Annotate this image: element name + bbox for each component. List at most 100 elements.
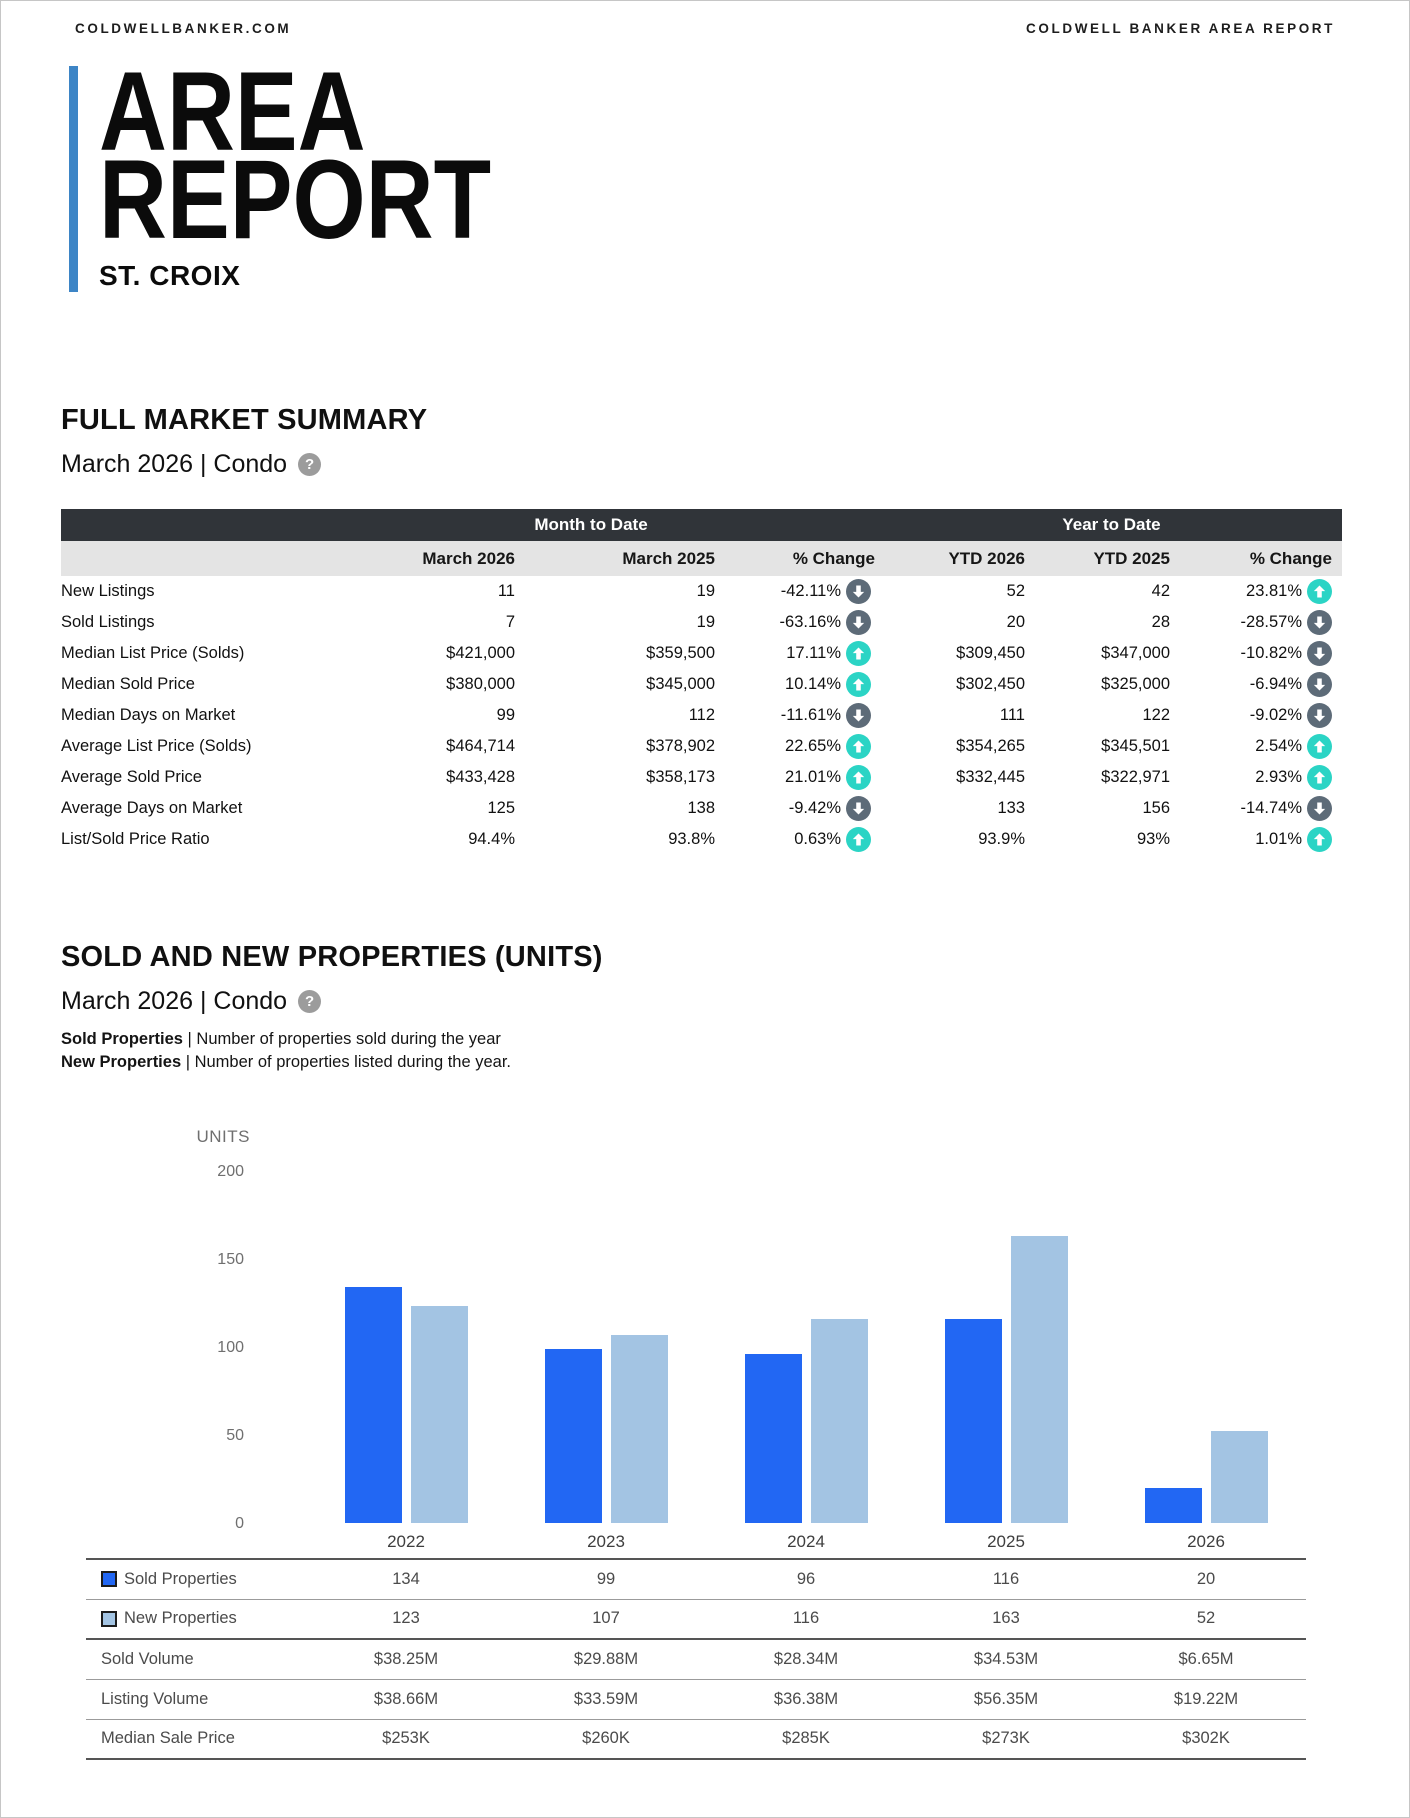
metric-mtd-current: 125 — [487, 799, 515, 817]
x-axis-label: 2026 — [1187, 1531, 1225, 1551]
group-header-ytd: Year to Date — [1062, 515, 1161, 534]
metric-ytd-current: $309,450 — [956, 644, 1025, 662]
mtd-change-cell: 17.11% — [721, 641, 881, 666]
legend-series-name: Sold Properties — [124, 1569, 237, 1588]
area-name: ST. CROIX — [99, 260, 241, 291]
help-icon[interactable]: ? — [298, 453, 322, 476]
bar-group-2024 — [706, 1171, 906, 1523]
arrow-up-icon — [846, 641, 871, 666]
chart-plot-wrap: UNITS 0 50 100 150 200 — [86, 1127, 1306, 1532]
stat-value: $38.25M — [373, 1649, 439, 1668]
metric-mtd-previous: 19 — [696, 582, 715, 600]
arrow-up-icon — [846, 765, 871, 790]
stat-label: Sold Volume — [101, 1649, 194, 1668]
change-value: -9.42% — [788, 799, 841, 817]
help-icon[interactable]: ? — [298, 990, 322, 1013]
metric-ytd-current: 111 — [999, 706, 1025, 724]
mtd-change-cell: -9.42% — [721, 796, 881, 821]
summary-table-body: New Listings 11 19 -42.11% 52 42 23.81% Sold Li… — [61, 576, 1342, 855]
series-definition: | Number of properties listed during the… — [181, 1053, 511, 1072]
summary-row: Average List Price (Solds) $464,714 $378,9… — [61, 731, 1342, 762]
metric-mtd-previous: $359,500 — [646, 644, 715, 662]
series-value: 134 — [392, 1569, 420, 1588]
series-value: 107 — [592, 1609, 620, 1628]
col-header-march-2025: March 2025 — [622, 548, 715, 568]
metric-ytd-current: $302,450 — [956, 675, 1025, 693]
summary-row: Sold Listings 7 19 -63.16% 20 28 -28.57% — [61, 607, 1342, 638]
x-axis-label: 2022 — [387, 1531, 425, 1551]
metric-mtd-current: 94.4% — [468, 830, 515, 848]
summary-row: Median Sold Price $380,000 $345,000 10.14% $… — [61, 669, 1342, 700]
metric-mtd-current: $464,714 — [446, 737, 515, 755]
metric-mtd-previous: $345,000 — [646, 675, 715, 693]
arrow-down-icon — [1307, 641, 1332, 666]
sold-bar-2024 — [744, 1353, 802, 1523]
arrow-down-icon — [1307, 703, 1332, 728]
legend-row: New Properties 123 107 116 163 52 — [86, 1600, 1306, 1640]
stat-value: $38.66M — [373, 1689, 439, 1708]
masthead-text: AREA REPORT ST. CROIX — [99, 56, 566, 292]
change-value: 10.14% — [785, 675, 841, 693]
change-value: -63.16% — [779, 613, 841, 631]
arrow-up-icon — [1307, 827, 1332, 852]
metric-mtd-previous: 112 — [688, 706, 715, 724]
ytd-change-cell: 2.93% — [1176, 765, 1342, 790]
summary-group-header-row: Month to Date Year to Date — [61, 509, 1342, 541]
series-description: Sold Properties | Number of properties s… — [61, 1028, 1409, 1051]
change-value: 22.65% — [785, 737, 841, 755]
stat-row: Sold Volume $38.25M $29.88M $28.34M $34.53M $… — [86, 1640, 1306, 1680]
legend-label: New Properties — [86, 1609, 306, 1628]
summary-period: March 2026 | Condo — [61, 450, 288, 478]
arrow-up-icon — [846, 672, 871, 697]
mtd-change-cell: -42.11% — [721, 579, 881, 604]
ytd-change-cell: -6.94% — [1176, 672, 1342, 697]
arrow-down-icon — [846, 703, 871, 728]
metric-mtd-previous: 19 — [696, 613, 715, 631]
full-market-summary-section: FULL MARKET SUMMARY March 2026 | Condo ?… — [61, 404, 1409, 855]
change-value: -42.11% — [780, 582, 841, 600]
series-term: Sold Properties — [61, 1030, 183, 1048]
metric-ytd-current: 52 — [1006, 582, 1025, 600]
legend-row: Sold Properties 134 99 96 116 20 — [86, 1560, 1306, 1600]
series-value: 116 — [992, 1569, 1020, 1588]
summary-row: Average Days on Market 125 138 -9.42% 133 156… — [61, 793, 1342, 824]
metric-label: Average List Price (Solds) — [61, 737, 252, 755]
change-value: 17.11% — [786, 644, 841, 662]
metric-ytd-previous: $347,000 — [1101, 644, 1170, 662]
summary-row: Median List Price (Solds) $421,000 $359,50… — [61, 638, 1342, 669]
mtd-change-cell: 10.14% — [721, 672, 881, 697]
properties-subheading: March 2026 | Condo ? — [61, 987, 1409, 1016]
metric-mtd-previous: 138 — [687, 799, 715, 817]
arrow-down-icon — [846, 610, 871, 635]
metric-ytd-current: 20 — [1006, 613, 1025, 631]
accent-bar — [69, 66, 78, 292]
masthead: AREA REPORT ST. CROIX — [69, 56, 1409, 292]
sold-new-properties-section: SOLD AND NEW PROPERTIES (UNITS) March 20… — [61, 941, 1409, 1075]
change-value: -14.74% — [1240, 799, 1302, 817]
metric-mtd-previous: 93.8% — [668, 830, 715, 848]
x-axis-labels: 2022 2023 2024 2025 2026 — [86, 1526, 1306, 1558]
metric-label: New Listings — [61, 582, 155, 600]
mtd-change-cell: 21.01% — [721, 765, 881, 790]
new-bar-2025 — [1010, 1235, 1068, 1523]
summary-row: Average Sold Price $433,428 $358,173 21.01%… — [61, 762, 1342, 793]
brand-url: COLDWELLBANKER.COM — [75, 21, 292, 36]
summary-row: New Listings 11 19 -42.11% 52 42 23.81% — [61, 576, 1342, 607]
sold-bar-2023 — [544, 1348, 602, 1523]
properties-period: March 2026 | Condo — [61, 987, 288, 1015]
stat-value: $302K — [1182, 1729, 1230, 1748]
stat-value: $56.35M — [973, 1689, 1039, 1708]
stat-value: $260K — [582, 1729, 630, 1748]
stat-value: $33.59M — [573, 1689, 639, 1708]
metric-label: Sold Listings — [61, 613, 155, 631]
arrow-up-icon — [1307, 734, 1332, 759]
series-value: 20 — [1196, 1569, 1216, 1588]
ytd-change-cell: 23.81% — [1176, 579, 1342, 604]
col-header-march-2026: March 2026 — [422, 548, 515, 568]
properties-heading: SOLD AND NEW PROPERTIES (UNITS) — [61, 941, 603, 973]
arrow-down-icon — [1307, 796, 1332, 821]
ytd-change-cell: -28.57% — [1176, 610, 1342, 635]
mtd-change-cell: -11.61% — [721, 703, 881, 728]
stat-value: $34.53M — [973, 1649, 1039, 1668]
